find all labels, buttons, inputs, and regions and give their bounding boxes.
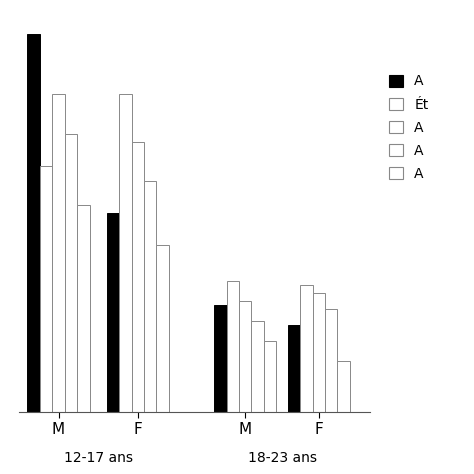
Bar: [156, 245, 169, 412]
Bar: [119, 94, 132, 412]
Bar: [40, 165, 52, 412]
Bar: [132, 142, 144, 412]
Bar: [312, 293, 325, 412]
Bar: [144, 182, 156, 412]
Bar: [264, 341, 276, 412]
Bar: [27, 34, 40, 412]
Bar: [252, 321, 264, 412]
Bar: [288, 325, 300, 412]
Bar: [77, 205, 90, 412]
Bar: [239, 301, 252, 412]
Bar: [214, 305, 227, 412]
Legend: A, Ét, A, A, A: A, Ét, A, A, A: [383, 69, 434, 186]
Bar: [227, 281, 239, 412]
Bar: [325, 309, 337, 412]
Text: 12-17 ans: 12-17 ans: [64, 451, 133, 465]
Bar: [52, 94, 65, 412]
Bar: [65, 134, 77, 412]
Bar: [107, 213, 119, 412]
Bar: [337, 361, 350, 412]
Bar: [300, 285, 312, 412]
Text: 18-23 ans: 18-23 ans: [247, 451, 317, 465]
